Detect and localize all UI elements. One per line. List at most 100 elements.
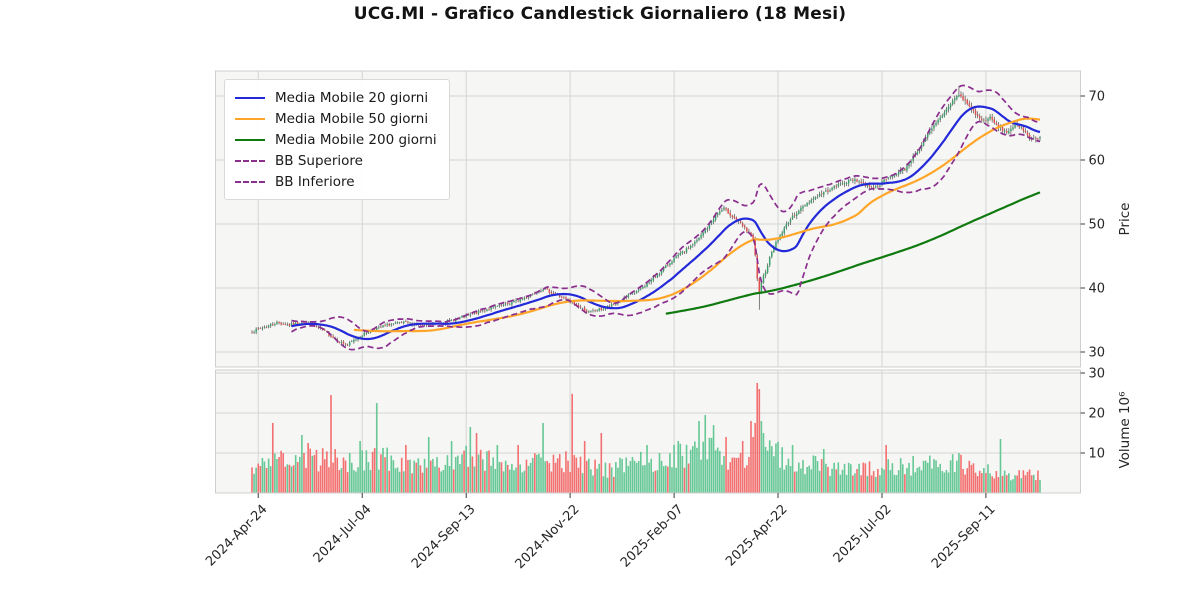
- candle: [579, 306, 582, 308]
- volume-bar: [434, 466, 436, 493]
- volume-bar: [1010, 480, 1012, 493]
- volume-bar: [658, 453, 661, 493]
- candle: [652, 277, 655, 281]
- volume-bar: [440, 471, 442, 493]
- candle: [660, 270, 663, 274]
- candle: [627, 294, 630, 298]
- volume-bar: [402, 471, 405, 493]
- volume-bar: [1012, 479, 1014, 493]
- candle: [338, 341, 341, 343]
- candle: [866, 184, 869, 187]
- tick-label-texts: 30 40 50 60 70 10 20 30: [1089, 90, 1106, 462]
- volume-bar: [850, 464, 852, 493]
- candle: [577, 304, 580, 307]
- candle: [486, 309, 488, 312]
- volume-bar: [667, 466, 669, 493]
- candle: [317, 326, 320, 328]
- candle: [635, 291, 638, 294]
- volume-bar: [444, 464, 447, 493]
- candle: [269, 324, 272, 326]
- candle: [793, 215, 796, 216]
- volume-bar: [498, 461, 501, 493]
- volume-bar: [798, 462, 800, 493]
- volume-bar: [825, 463, 827, 493]
- volume-bar: [664, 465, 667, 493]
- volume-bar: [606, 477, 609, 493]
- candle: [405, 321, 407, 322]
- candle: [681, 251, 684, 254]
- volume-bar: [700, 459, 702, 493]
- volume-bar: [719, 451, 721, 493]
- volume-bar: [529, 462, 532, 493]
- candle: [475, 312, 478, 314]
- volume-bar: [904, 474, 906, 493]
- volume-bar: [305, 467, 307, 493]
- candle: [594, 310, 596, 311]
- volume-bar: [1039, 479, 1041, 493]
- volume-bar: [438, 467, 440, 493]
- volume-bar: [496, 445, 499, 493]
- volume-bar: [517, 445, 519, 493]
- volume-bar: [471, 456, 474, 493]
- candle: [1003, 130, 1006, 132]
- volume-bar: [862, 462, 865, 493]
- candle: [721, 210, 723, 212]
- volume-bar: [829, 476, 831, 493]
- candle: [764, 272, 767, 276]
- candle: [511, 302, 513, 305]
- volume-bar: [263, 461, 266, 493]
- candle: [719, 211, 721, 214]
- volume-bar: [382, 447, 384, 493]
- candle: [812, 198, 815, 200]
- candle: [847, 179, 850, 184]
- candle: [459, 317, 461, 319]
- volume-bar: [831, 468, 833, 493]
- volume-bar: [922, 460, 925, 493]
- candle: [883, 179, 885, 182]
- candle: [340, 341, 343, 343]
- candle: [841, 183, 844, 185]
- volume-bar: [908, 462, 910, 493]
- volume-bar: [808, 465, 811, 493]
- volume-bar: [987, 464, 989, 493]
- volume-bar: [592, 475, 594, 493]
- volume-bar: [974, 472, 977, 493]
- candle: [1028, 134, 1031, 138]
- candle: [376, 327, 378, 331]
- volume-bar: [920, 470, 923, 493]
- legend-line-swatch: [235, 180, 265, 183]
- candle: [330, 335, 332, 337]
- candle: [696, 239, 698, 242]
- volume-bar: [446, 455, 449, 493]
- volume-bar: [691, 446, 694, 493]
- candle: [902, 169, 904, 171]
- volume-bar: [685, 444, 688, 493]
- volume-bar: [301, 435, 303, 493]
- volume-bar: [351, 462, 353, 493]
- volume-bar: [296, 462, 299, 493]
- candle: [257, 328, 259, 330]
- candle: [716, 213, 719, 215]
- volume-bar: [1020, 478, 1023, 493]
- volume-bar: [779, 467, 781, 493]
- volume-bar: [425, 467, 428, 493]
- candle: [534, 293, 536, 295]
- candle: [675, 255, 677, 258]
- volume-bar: [411, 473, 413, 493]
- candle: [860, 181, 862, 183]
- candle: [259, 328, 262, 329]
- volume-bar: [619, 457, 621, 493]
- candle: [286, 324, 289, 326]
- candle: [542, 289, 544, 291]
- volume-bar: [612, 476, 615, 493]
- volume-bar: [357, 467, 359, 493]
- legend-item: BB Superiore: [235, 150, 437, 171]
- candle: [477, 310, 480, 314]
- volume-bar: [729, 462, 732, 493]
- volume-bar: [479, 449, 482, 493]
- volume-bar: [409, 459, 411, 493]
- candle: [954, 98, 956, 101]
- legend-label: BB Superiore: [275, 152, 363, 169]
- volume-bar: [883, 469, 885, 493]
- volume-bar: [716, 447, 719, 493]
